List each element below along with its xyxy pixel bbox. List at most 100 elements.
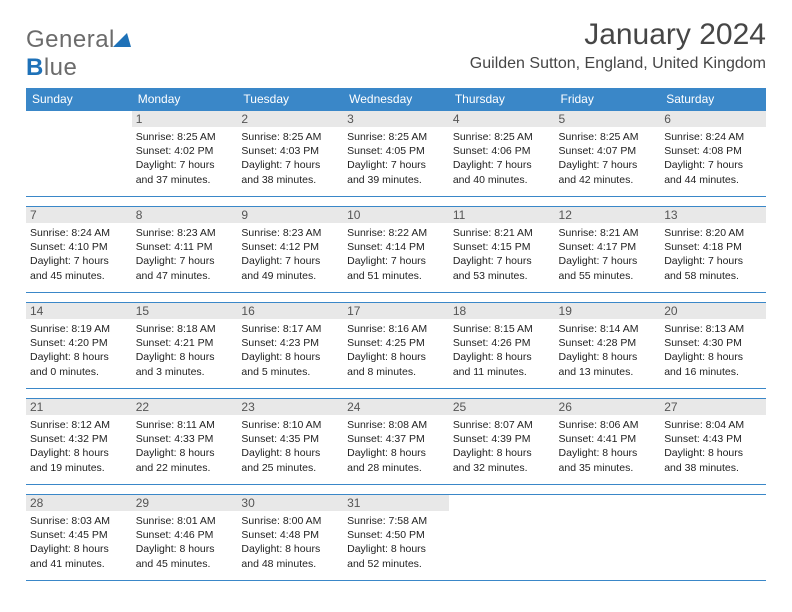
month-title: January 2024 [470, 18, 766, 52]
day-number: 15 [132, 303, 238, 319]
daylight-text: Daylight: 8 hours [664, 446, 762, 460]
day-number-empty [449, 495, 555, 511]
weekday-header: Tuesday [237, 88, 343, 111]
day-number: 25 [449, 399, 555, 415]
day-cell: 3Sunrise: 8:25 AMSunset: 4:05 PMDaylight… [343, 111, 449, 197]
weekday-header: Saturday [660, 88, 766, 111]
daylight-text: and 52 minutes. [347, 557, 445, 571]
day-cell: 7Sunrise: 8:24 AMSunset: 4:10 PMDaylight… [26, 207, 132, 293]
daylight-text: Daylight: 7 hours [559, 158, 657, 172]
daylight-text: Daylight: 8 hours [30, 542, 128, 556]
daylight-text: and 39 minutes. [347, 173, 445, 187]
day-number: 6 [660, 111, 766, 127]
day-cell [449, 495, 555, 581]
day-cell: 13Sunrise: 8:20 AMSunset: 4:18 PMDayligh… [660, 207, 766, 293]
daylight-text: Daylight: 7 hours [30, 254, 128, 268]
daylight-text: Daylight: 7 hours [241, 254, 339, 268]
day-number: 30 [237, 495, 343, 511]
daylight-text: and 44 minutes. [664, 173, 762, 187]
daylight-text: and 16 minutes. [664, 365, 762, 379]
sunset-text: Sunset: 4:25 PM [347, 336, 445, 350]
sunrise-text: Sunrise: 8:01 AM [136, 514, 234, 528]
week-row: 28Sunrise: 8:03 AMSunset: 4:45 PMDayligh… [26, 495, 766, 581]
sunset-text: Sunset: 4:28 PM [559, 336, 657, 350]
daylight-text: and 35 minutes. [559, 461, 657, 475]
daylight-text: and 11 minutes. [453, 365, 551, 379]
day-cell: 1Sunrise: 8:25 AMSunset: 4:02 PMDaylight… [132, 111, 238, 197]
day-number: 16 [237, 303, 343, 319]
sunset-text: Sunset: 4:35 PM [241, 432, 339, 446]
sunrise-text: Sunrise: 8:13 AM [664, 322, 762, 336]
day-cell: 28Sunrise: 8:03 AMSunset: 4:45 PMDayligh… [26, 495, 132, 581]
week-row: 1Sunrise: 8:25 AMSunset: 4:02 PMDaylight… [26, 111, 766, 197]
sunset-text: Sunset: 4:21 PM [136, 336, 234, 350]
sunrise-text: Sunrise: 8:14 AM [559, 322, 657, 336]
daylight-text: Daylight: 8 hours [30, 446, 128, 460]
daylight-text: Daylight: 7 hours [453, 158, 551, 172]
day-cell: 19Sunrise: 8:14 AMSunset: 4:28 PMDayligh… [555, 303, 661, 389]
day-number: 8 [132, 207, 238, 223]
sunset-text: Sunset: 4:18 PM [664, 240, 762, 254]
day-number: 22 [132, 399, 238, 415]
daylight-text: and 32 minutes. [453, 461, 551, 475]
sunset-text: Sunset: 4:11 PM [136, 240, 234, 254]
day-number: 9 [237, 207, 343, 223]
calendar-table: Sunday Monday Tuesday Wednesday Thursday… [26, 88, 766, 581]
daylight-text: and 19 minutes. [30, 461, 128, 475]
day-number: 7 [26, 207, 132, 223]
day-number: 21 [26, 399, 132, 415]
sunset-text: Sunset: 4:14 PM [347, 240, 445, 254]
sunrise-text: Sunrise: 8:11 AM [136, 418, 234, 432]
day-cell: 8Sunrise: 8:23 AMSunset: 4:11 PMDaylight… [132, 207, 238, 293]
sunset-text: Sunset: 4:08 PM [664, 144, 762, 158]
daylight-text: Daylight: 7 hours [453, 254, 551, 268]
week-row: 14Sunrise: 8:19 AMSunset: 4:20 PMDayligh… [26, 303, 766, 389]
location-label: Guilden Sutton, England, United Kingdom [470, 55, 766, 73]
daylight-text: Daylight: 8 hours [347, 446, 445, 460]
daylight-text: and 58 minutes. [664, 269, 762, 283]
sunrise-text: Sunrise: 8:23 AM [241, 226, 339, 240]
daylight-text: and 55 minutes. [559, 269, 657, 283]
daylight-text: and 51 minutes. [347, 269, 445, 283]
sunrise-text: Sunrise: 8:07 AM [453, 418, 551, 432]
week-row: 7Sunrise: 8:24 AMSunset: 4:10 PMDaylight… [26, 207, 766, 293]
day-cell: 20Sunrise: 8:13 AMSunset: 4:30 PMDayligh… [660, 303, 766, 389]
sunset-text: Sunset: 4:32 PM [30, 432, 128, 446]
sunset-text: Sunset: 4:26 PM [453, 336, 551, 350]
day-cell: 18Sunrise: 8:15 AMSunset: 4:26 PMDayligh… [449, 303, 555, 389]
daylight-text: Daylight: 7 hours [136, 158, 234, 172]
daylight-text: and 53 minutes. [453, 269, 551, 283]
sunset-text: Sunset: 4:33 PM [136, 432, 234, 446]
sunrise-text: Sunrise: 8:25 AM [453, 130, 551, 144]
sunset-text: Sunset: 4:48 PM [241, 528, 339, 542]
day-cell: 25Sunrise: 8:07 AMSunset: 4:39 PMDayligh… [449, 399, 555, 485]
daylight-text: and 49 minutes. [241, 269, 339, 283]
day-number: 4 [449, 111, 555, 127]
sunrise-text: Sunrise: 8:21 AM [453, 226, 551, 240]
daylight-text: and 25 minutes. [241, 461, 339, 475]
sunrise-text: Sunrise: 8:10 AM [241, 418, 339, 432]
sunrise-text: Sunrise: 8:21 AM [559, 226, 657, 240]
day-number: 13 [660, 207, 766, 223]
daylight-text: Daylight: 7 hours [136, 254, 234, 268]
day-number-empty [555, 495, 661, 511]
sunrise-text: Sunrise: 8:15 AM [453, 322, 551, 336]
brand-gray: General [26, 26, 115, 53]
weekday-header: Friday [555, 88, 661, 111]
day-cell: 9Sunrise: 8:23 AMSunset: 4:12 PMDaylight… [237, 207, 343, 293]
day-cell: 21Sunrise: 8:12 AMSunset: 4:32 PMDayligh… [26, 399, 132, 485]
daylight-text: and 48 minutes. [241, 557, 339, 571]
daylight-text: and 3 minutes. [136, 365, 234, 379]
day-cell: 6Sunrise: 8:24 AMSunset: 4:08 PMDaylight… [660, 111, 766, 197]
sunrise-text: Sunrise: 8:00 AM [241, 514, 339, 528]
day-cell: 22Sunrise: 8:11 AMSunset: 4:33 PMDayligh… [132, 399, 238, 485]
day-cell: 2Sunrise: 8:25 AMSunset: 4:03 PMDaylight… [237, 111, 343, 197]
daylight-text: and 13 minutes. [559, 365, 657, 379]
day-number-empty [660, 495, 766, 511]
daylight-text: Daylight: 8 hours [241, 446, 339, 460]
day-number: 5 [555, 111, 661, 127]
sunset-text: Sunset: 4:10 PM [30, 240, 128, 254]
brand-name: GeneralBlue [26, 26, 131, 82]
daylight-text: and 5 minutes. [241, 365, 339, 379]
sunset-text: Sunset: 4:30 PM [664, 336, 762, 350]
